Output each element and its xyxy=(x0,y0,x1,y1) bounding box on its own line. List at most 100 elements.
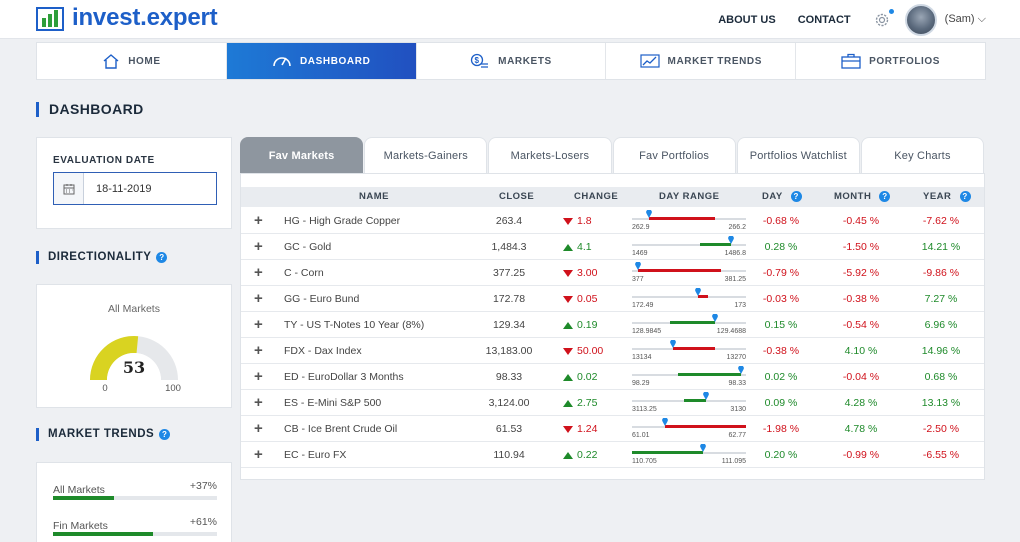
briefcase-icon xyxy=(841,53,861,69)
market-name[interactable]: C - Corn xyxy=(284,267,324,279)
market-year: -9.86 % xyxy=(922,267,960,279)
expand-row-icon[interactable]: + xyxy=(254,264,263,281)
gear-icon[interactable] xyxy=(873,8,894,29)
nav-home[interactable]: HOME xyxy=(37,43,227,79)
day-range-bar: 3113.25 3130 xyxy=(630,390,748,416)
map-pin-icon xyxy=(646,209,652,218)
col-month[interactable]: MONTH ? xyxy=(834,187,891,207)
tab-markets-losers[interactable]: Markets-Losers xyxy=(488,137,612,173)
help-icon[interactable]: ? xyxy=(159,429,171,440)
trend-row-all-markets[interactable]: All Markets +37% xyxy=(53,480,217,500)
tab-key-charts[interactable]: Key Charts xyxy=(860,137,985,173)
page-title: DASHBOARD xyxy=(36,102,144,117)
table-row[interactable]: + HG - High Grade Copper 263.4 1.8 262.9 266.… xyxy=(241,208,984,234)
nav-markets[interactable]: $ MARKETS xyxy=(417,43,607,79)
market-close: 3,124.00 xyxy=(488,397,530,409)
market-change-value: 4.1 xyxy=(577,241,592,253)
tab-fav-markets[interactable]: Fav Markets xyxy=(240,137,364,173)
expand-row-icon[interactable]: + xyxy=(254,446,263,463)
home-icon xyxy=(103,54,119,69)
arrow-down-icon xyxy=(563,347,573,355)
market-name[interactable]: GC - Gold xyxy=(284,241,332,253)
day-range-high: 266.2 xyxy=(728,224,746,231)
table-row[interactable]: + GG - Euro Bund 172.78 0.05 172.49 173 -0.03 … xyxy=(241,286,984,312)
col-day[interactable]: DAY ? xyxy=(762,187,802,207)
market-tabs: Fav Markets Markets-Gainers Markets-Lose… xyxy=(240,137,985,173)
market-change: 0.22 xyxy=(563,442,623,468)
market-change-value: 50.00 xyxy=(577,345,604,357)
market-month: -1.50 % xyxy=(842,241,880,253)
col-name[interactable]: NAME xyxy=(359,191,389,202)
trend-row-fin-markets[interactable]: Fin Markets +61% xyxy=(53,516,217,536)
table-row[interactable]: + C - Corn 377.25 3.00 377 381.25 -0.79 % -5.92… xyxy=(241,260,984,286)
table-row[interactable]: + EC - Euro FX 110.94 0.22 110.705 111.095 0.2… xyxy=(241,442,984,468)
arrow-down-icon xyxy=(563,217,573,225)
market-name[interactable]: ES - E-Mini S&P 500 xyxy=(284,397,382,409)
trend-value: +37% xyxy=(189,480,217,492)
evaluation-date-value: 18-11-2019 xyxy=(96,182,152,195)
expand-row-icon[interactable]: + xyxy=(254,368,263,385)
market-month: -0.04 % xyxy=(842,371,880,383)
market-name[interactable]: FDX - Dax Index xyxy=(284,345,362,357)
col-change[interactable]: CHANGE xyxy=(574,191,619,202)
table-row[interactable]: + GC - Gold 1,484.3 4.1 1469 1486.8 0.28 % -1.5… xyxy=(241,234,984,260)
day-range-high: 173 xyxy=(734,302,746,309)
expand-row-icon[interactable]: + xyxy=(254,238,263,255)
market-change-value: 0.05 xyxy=(577,293,598,305)
about-us-link[interactable]: ABOUT US xyxy=(718,13,776,26)
col-close[interactable]: CLOSE xyxy=(499,191,535,202)
nav-portfolios[interactable]: PORTFOLIOS xyxy=(796,43,985,79)
table-row[interactable]: + FDX - Dax Index 13,183.00 50.00 13134 13270… xyxy=(241,338,984,364)
market-change-value: 3.00 xyxy=(577,267,598,279)
tab-fav-portfolios[interactable]: Fav Portfolios xyxy=(612,137,736,173)
market-name[interactable]: TY - US T-Notes 10 Year (8%) xyxy=(284,319,425,331)
day-range-low: 262.9 xyxy=(632,224,650,231)
nav-market-trends[interactable]: MARKET TRENDS xyxy=(606,43,797,79)
table-row[interactable]: + TY - US T-Notes 10 Year (8%) 129.34 0.19 1… xyxy=(241,312,984,338)
day-range-bar: 172.49 173 xyxy=(630,286,748,312)
col-day-range[interactable]: DAY RANGE xyxy=(659,191,720,202)
day-range-low: 1469 xyxy=(632,250,648,257)
expand-row-icon[interactable]: + xyxy=(254,290,263,307)
svg-text:$: $ xyxy=(475,56,480,65)
table-row[interactable]: + ES - E-Mini S&P 500 3,124.00 2.75 3113.25 3… xyxy=(241,390,984,416)
directionality-gauge: 53 0 100 xyxy=(90,336,181,407)
market-change-value: 2.75 xyxy=(577,397,598,409)
market-change: 50.00 xyxy=(563,338,623,364)
user-menu[interactable]: (Sam) ⌵ xyxy=(944,13,986,25)
brand-logo[interactable]: invest.expert xyxy=(36,4,218,32)
expand-row-icon[interactable]: + xyxy=(254,394,263,411)
tab-markets-gainers[interactable]: Markets-Gainers xyxy=(364,137,488,173)
arrow-down-icon xyxy=(563,269,573,277)
help-icon[interactable]: ? xyxy=(959,191,971,202)
expand-row-icon[interactable]: + xyxy=(254,342,263,359)
expand-row-icon[interactable]: + xyxy=(254,420,263,437)
help-icon[interactable]: ? xyxy=(790,191,802,202)
market-name[interactable]: HG - High Grade Copper xyxy=(284,215,401,227)
market-name[interactable]: ED - EuroDollar 3 Months xyxy=(284,371,404,383)
evaluation-date-field[interactable]: 18-11-2019 xyxy=(53,172,217,205)
arrow-up-icon xyxy=(563,321,573,329)
tab-portfolios-watchlist[interactable]: Portfolios Watchlist xyxy=(736,137,860,173)
trend-bar-fill xyxy=(53,532,154,536)
calendar-icon[interactable] xyxy=(54,173,84,204)
table-row[interactable]: + ED - EuroDollar 3 Months 98.33 0.02 98.29 9… xyxy=(241,364,984,390)
expand-row-icon[interactable]: + xyxy=(254,212,263,229)
table-row[interactable]: + CB - Ice Brent Crude Oil 61.53 1.24 61.01 6… xyxy=(241,416,984,442)
help-icon[interactable]: ? xyxy=(156,252,168,263)
help-icon[interactable]: ? xyxy=(879,191,891,202)
col-year[interactable]: YEAR ? xyxy=(923,187,971,207)
market-name[interactable]: CB - Ice Brent Crude Oil xyxy=(284,423,398,435)
trend-label: Fin Markets xyxy=(53,520,108,532)
expand-row-icon[interactable]: + xyxy=(254,316,263,333)
avatar[interactable] xyxy=(904,3,937,36)
nav-dashboard[interactable]: DASHBOARD xyxy=(226,43,417,79)
contact-link[interactable]: CONTACT xyxy=(797,13,851,26)
market-name[interactable]: EC - Euro FX xyxy=(284,449,347,461)
day-range-segment xyxy=(677,373,742,376)
day-range-segment xyxy=(665,425,746,428)
gauge-min: 0 xyxy=(102,383,107,394)
brand-name: invest.expert xyxy=(72,4,218,31)
market-month: 4.28 % xyxy=(844,397,878,409)
market-name[interactable]: GG - Euro Bund xyxy=(284,293,360,305)
